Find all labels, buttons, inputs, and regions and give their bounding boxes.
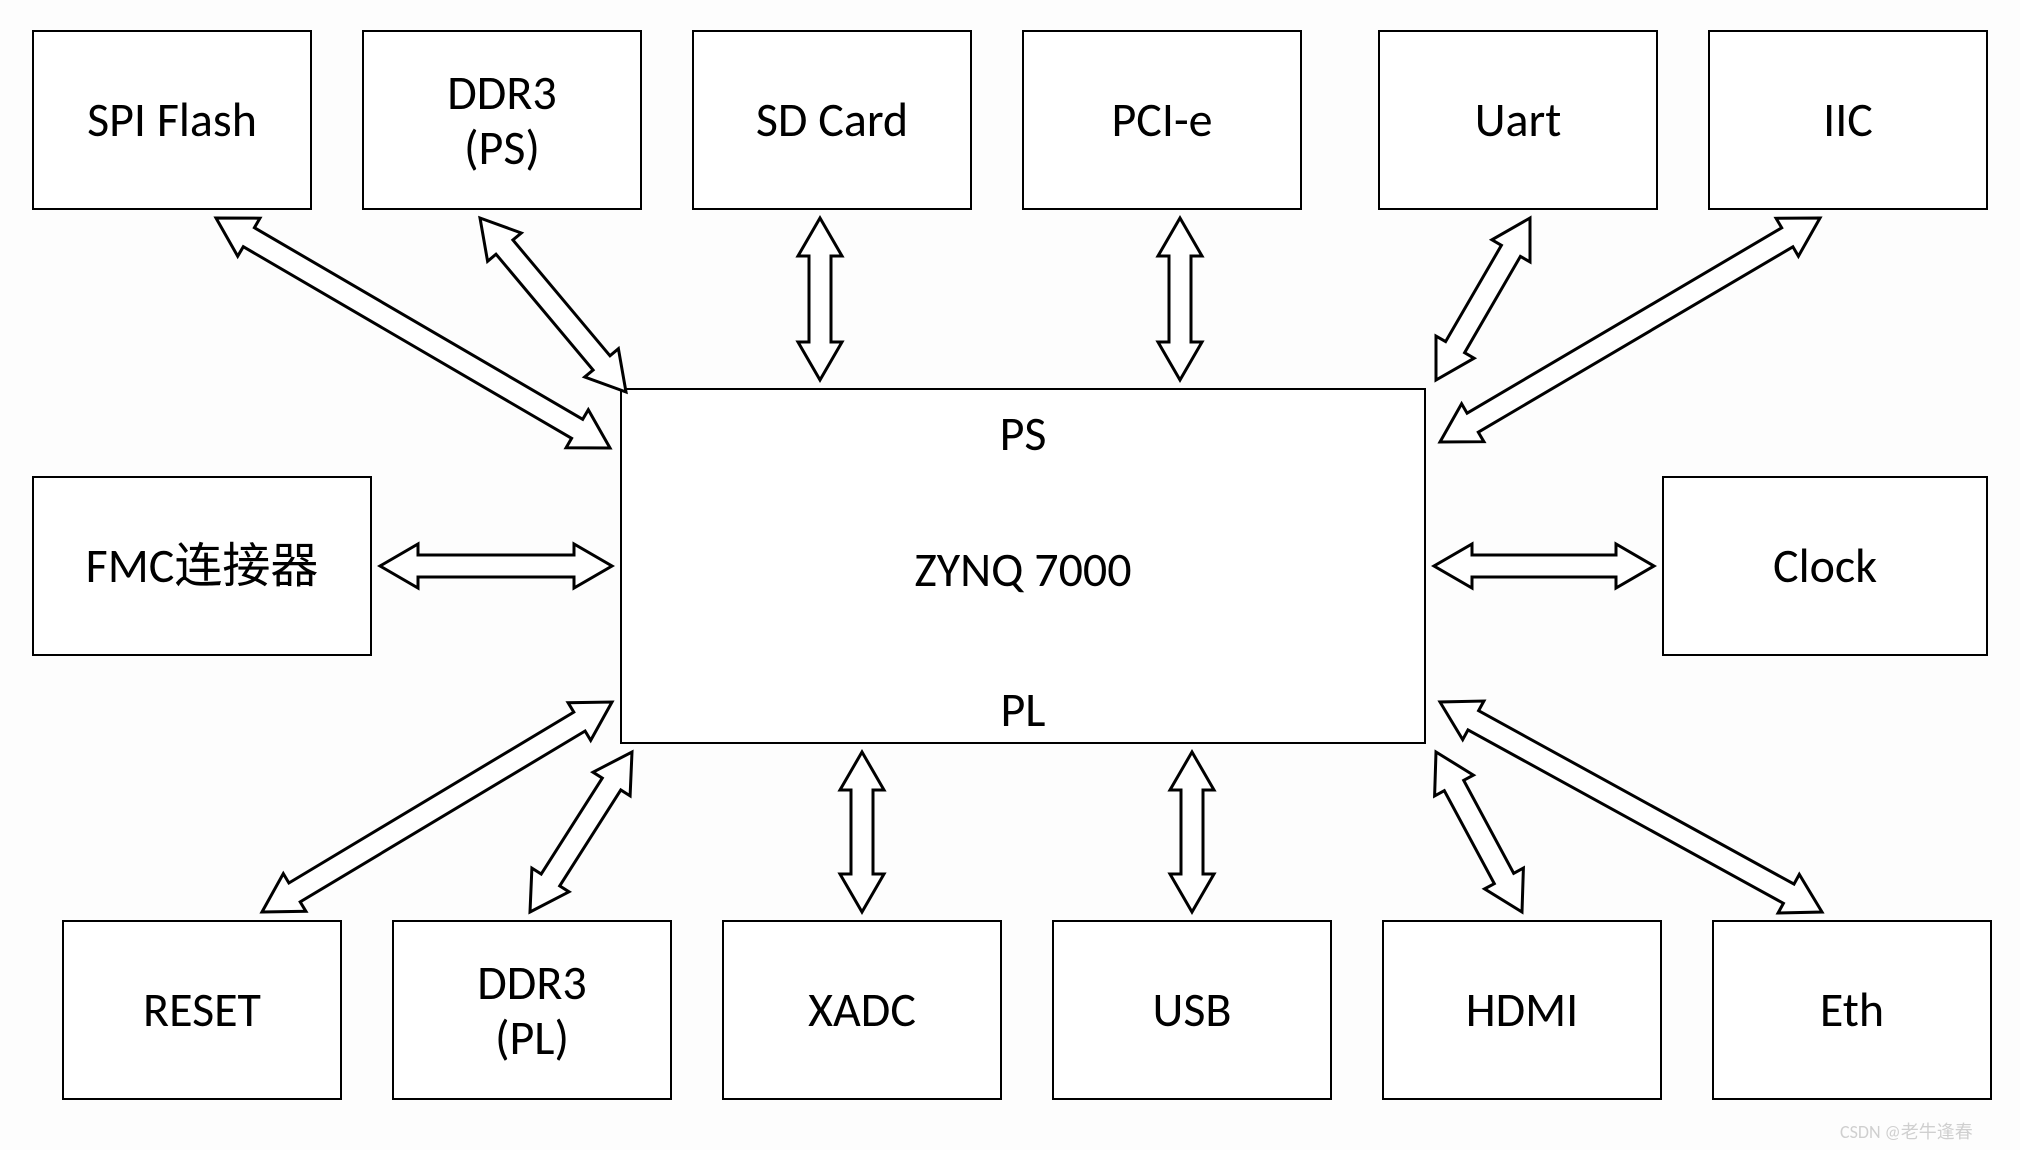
double-arrow — [1436, 218, 1530, 380]
double-arrow — [1434, 544, 1654, 588]
double-arrow — [480, 218, 626, 392]
node-usb: USB — [1052, 920, 1332, 1100]
node-sd-card: SD Card — [692, 30, 972, 210]
double-arrow — [1158, 218, 1202, 380]
center-label-pl: PL — [622, 680, 1424, 739]
double-arrow — [1440, 218, 1820, 442]
node-reset: RESET — [62, 920, 342, 1100]
double-arrow — [840, 752, 884, 912]
node-ddr3-ps: DDR3 (PS) — [362, 30, 642, 210]
node-clock: Clock — [1662, 476, 1988, 656]
double-arrow — [216, 218, 610, 448]
node-xadc: XADC — [722, 920, 1002, 1100]
node-fmc: FMC连接器 — [32, 476, 372, 656]
double-arrow — [798, 218, 842, 380]
double-arrow — [1440, 701, 1822, 913]
node-hdmi: HDMI — [1382, 920, 1662, 1100]
double-arrow — [262, 702, 612, 912]
double-arrow — [380, 544, 612, 588]
node-iic: IIC — [1708, 30, 1988, 210]
node-pci-e: PCI-e — [1022, 30, 1302, 210]
double-arrow — [1435, 752, 1524, 912]
watermark: CSDN @老牛逢春 — [1840, 1118, 1973, 1144]
double-arrow — [1170, 752, 1214, 912]
node-eth: Eth — [1712, 920, 1992, 1100]
center-label-ps: PS — [622, 404, 1424, 463]
center-label-title: ZYNQ 7000 — [622, 540, 1424, 599]
double-arrow — [530, 752, 632, 912]
node-ddr3-pl: DDR3 (PL) — [392, 920, 672, 1100]
center-block: PS ZYNQ 7000 PL — [620, 388, 1426, 744]
node-uart: Uart — [1378, 30, 1658, 210]
node-spi-flash: SPI Flash — [32, 30, 312, 210]
